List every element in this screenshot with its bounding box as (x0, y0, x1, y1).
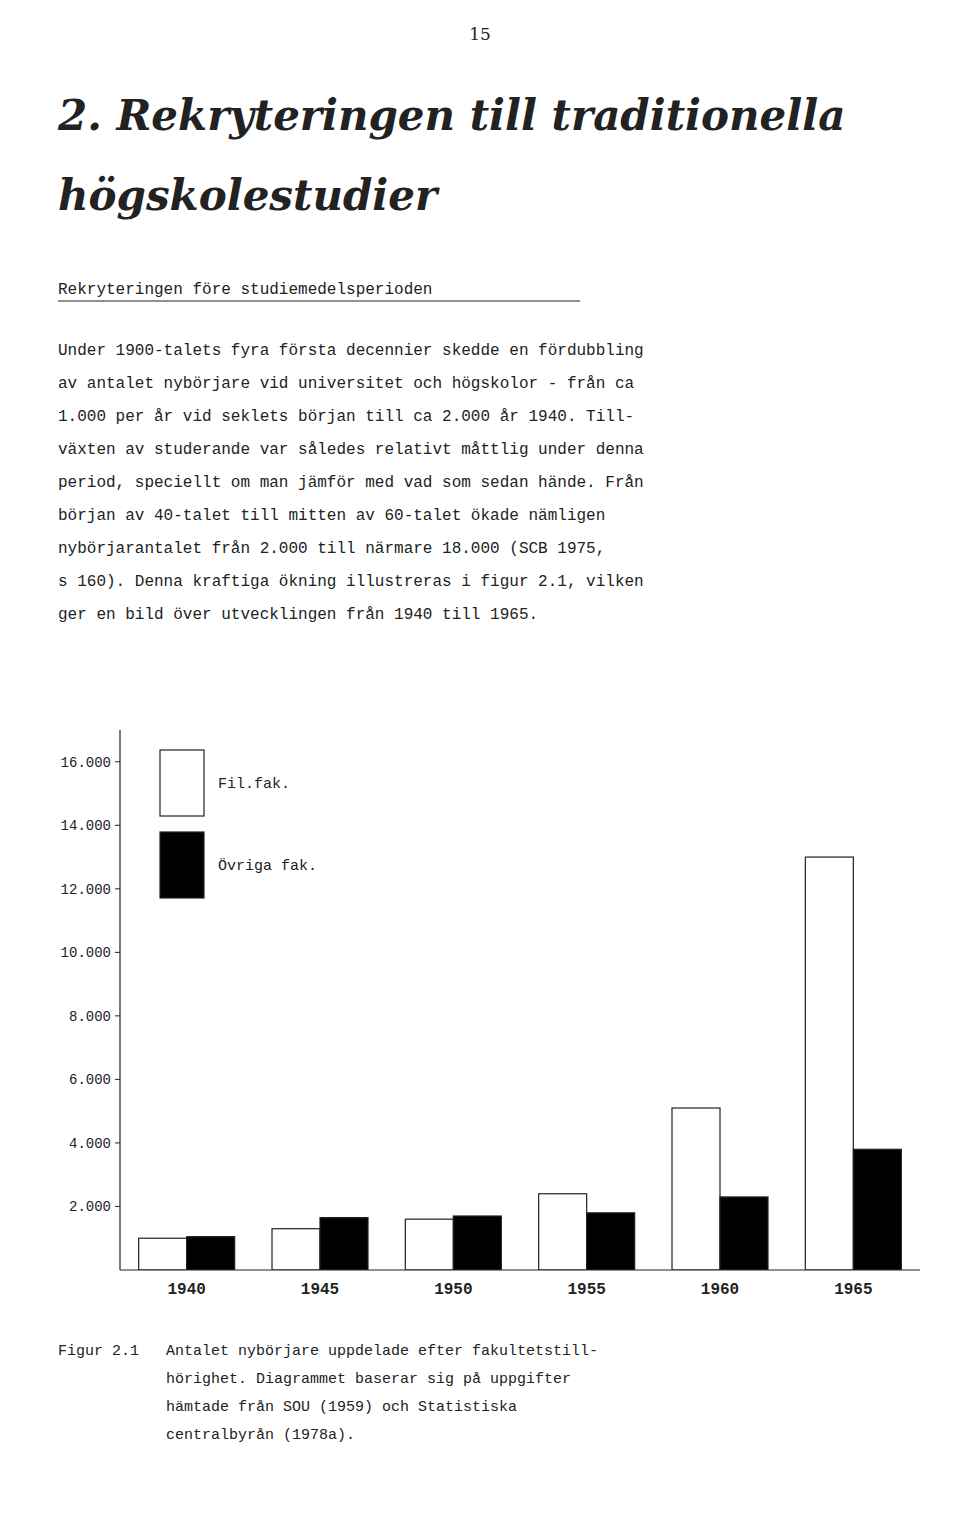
body-line: av antalet nybörjare vid universitet och… (58, 375, 634, 393)
chart: 2.000 4.000 6.000 8.000 10.000 12.000 14.000 16… (61, 730, 920, 1299)
bar (405, 1219, 453, 1270)
legend-swatch (160, 832, 204, 898)
body-line: nybörjarantalet från 2.000 till närmare … (58, 540, 605, 558)
y-tick-label: 16.000 (61, 755, 111, 771)
y-tick (115, 888, 120, 889)
body-line: växten av studerande var således relativ… (58, 441, 644, 459)
body-line: ger en bild över utvecklingen från 1940 … (58, 606, 538, 624)
legend-swatch (160, 750, 204, 816)
x-tick-label: 1950 (434, 1281, 472, 1299)
bar (272, 1229, 320, 1270)
page-number: 15 (469, 24, 491, 44)
body-line: Under 1900-talets fyra första decennier … (58, 342, 644, 360)
body-line: början av 40-talet till mitten av 60-tal… (58, 507, 605, 525)
bar (587, 1213, 635, 1270)
y-tick (115, 952, 120, 953)
body-line: s 160). Denna kraftiga ökning illustrera… (58, 573, 644, 591)
bar (805, 857, 853, 1270)
x-tick-label: 1955 (567, 1281, 605, 1299)
y-tick-label: 10.000 (61, 945, 111, 961)
subtitle-underline (58, 301, 580, 302)
legend-label: Fil.fak. (218, 776, 290, 793)
page: 15 2. Rekryteringen till traditionella hög… (0, 0, 960, 1519)
bar (187, 1237, 235, 1270)
subtitle: Rekryteringen före studiemedelsperioden (58, 281, 432, 299)
caption-line: Figur 2.1 Antalet nybörjare uppdelade ef… (58, 1343, 598, 1360)
y-tick (115, 1142, 120, 1143)
x-tick-label: 1960 (701, 1281, 739, 1299)
bar (539, 1194, 587, 1270)
body-line: 1.000 per år vid seklets början till ca … (58, 408, 634, 426)
y-tick-label: 12.000 (61, 882, 111, 898)
y-tick (115, 761, 120, 762)
bar (139, 1238, 187, 1270)
bar (672, 1108, 720, 1270)
legend-label: Övriga fak. (218, 857, 317, 875)
bar (853, 1149, 901, 1270)
y-tick-label: 6.000 (69, 1072, 111, 1088)
y-tick (115, 1206, 120, 1207)
y-tick (115, 1015, 120, 1016)
x-tick-label: 1940 (167, 1281, 205, 1299)
bar (453, 1216, 501, 1270)
y-tick-label: 4.000 (69, 1136, 111, 1152)
y-tick (115, 825, 120, 826)
bar (320, 1218, 368, 1270)
y-tick-label: 8.000 (69, 1009, 111, 1025)
caption-line: hämtade från SOU (1959) och Statistiska (58, 1399, 517, 1416)
chapter-title: 2. Rekryteringen till traditionella (57, 91, 845, 140)
bar (720, 1197, 768, 1270)
y-axis (119, 730, 120, 1270)
y-tick (115, 1079, 120, 1080)
y-tick-label: 14.000 (61, 818, 111, 834)
caption-line: centralbyrån (1978a). (58, 1427, 355, 1444)
x-tick-label: 1945 (301, 1281, 339, 1299)
y-tick-label: 2.000 (69, 1199, 111, 1215)
body-line: period, speciellt om man jämför med vad … (58, 474, 644, 492)
bars (139, 857, 902, 1270)
legend: Fil.fak. Övriga fak. (160, 750, 317, 898)
x-tick-label: 1965 (834, 1281, 872, 1299)
caption-line: hörighet. Diagrammet baserar sig på uppg… (58, 1371, 571, 1388)
chapter-title: högskolestudier (58, 171, 440, 220)
x-axis (120, 1269, 920, 1270)
